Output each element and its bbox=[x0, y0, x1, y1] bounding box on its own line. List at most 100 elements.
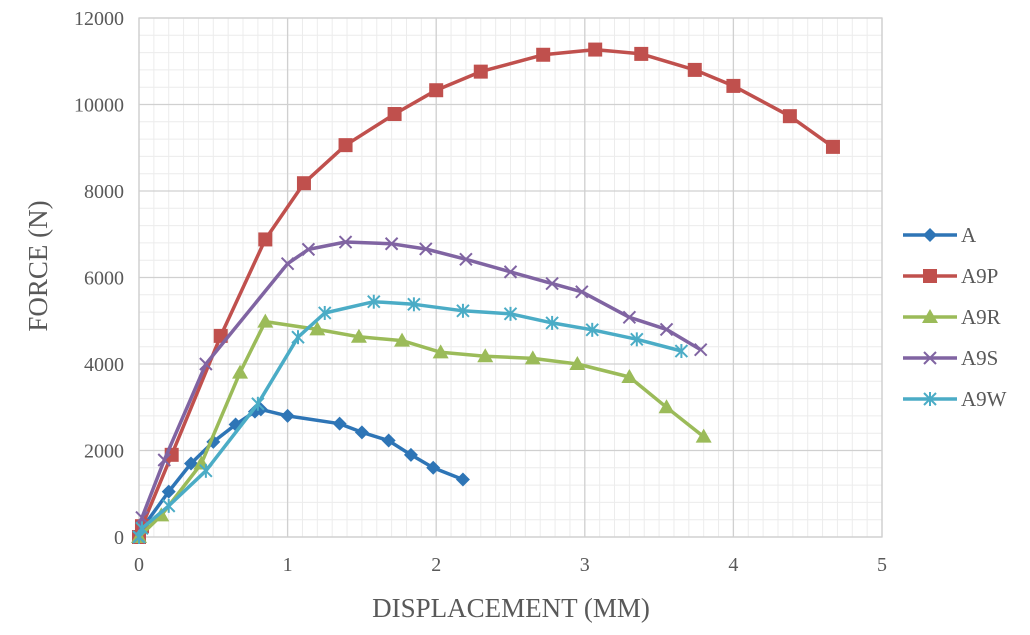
asterisk-marker bbox=[199, 463, 213, 478]
marker-stroke bbox=[280, 256, 295, 271]
marker-stroke bbox=[503, 265, 518, 279]
x-marker bbox=[280, 256, 295, 271]
asterisk-marker bbox=[162, 498, 176, 513]
marker-stroke bbox=[135, 510, 149, 525]
asterisk-marker bbox=[923, 392, 937, 406]
x-marker bbox=[338, 235, 353, 249]
x-marker bbox=[694, 343, 708, 357]
diamond-marker bbox=[253, 402, 268, 417]
diamond-marker bbox=[161, 484, 176, 499]
y-tick-label: 10000 bbox=[74, 95, 124, 117]
marker-stroke bbox=[419, 242, 433, 256]
marker-stroke bbox=[545, 276, 559, 291]
y-tick-label: 8000 bbox=[84, 181, 124, 203]
diamond-marker bbox=[280, 408, 295, 423]
x-axis-title: DISPLACEMENT (MM) bbox=[372, 593, 650, 623]
square-marker bbox=[726, 78, 741, 93]
series-line-a bbox=[137, 407, 464, 538]
diamond-marker bbox=[332, 416, 347, 431]
diamond-marker bbox=[455, 472, 470, 487]
y-tick-label: 4000 bbox=[84, 354, 124, 376]
legend-item-a: A bbox=[903, 223, 977, 247]
triangle-marker bbox=[477, 348, 494, 363]
triangle-marker bbox=[257, 313, 274, 328]
x-marker bbox=[199, 357, 213, 371]
x-marker bbox=[384, 237, 399, 251]
diamond-marker bbox=[354, 425, 369, 440]
square-marker bbox=[782, 109, 797, 124]
square-marker bbox=[536, 47, 551, 62]
x-axis-ticks: 0 1 2 3 4 5 bbox=[134, 554, 887, 576]
y-tick-label: 0 bbox=[114, 527, 124, 549]
plot-border bbox=[138, 17, 883, 538]
asterisk-marker bbox=[674, 344, 689, 359]
square-marker bbox=[825, 139, 840, 154]
asterisk-marker bbox=[407, 297, 421, 312]
x-tick-label: 2 bbox=[431, 554, 441, 576]
legend-item-a9s: A9S bbox=[903, 346, 998, 370]
asterisk-marker bbox=[456, 303, 470, 318]
triangle-marker bbox=[394, 332, 411, 347]
asterisk-marker bbox=[630, 332, 644, 347]
marker-stroke bbox=[301, 242, 316, 257]
square-marker bbox=[923, 269, 937, 283]
diamond-marker bbox=[381, 433, 396, 448]
marker-stroke bbox=[459, 252, 473, 267]
legend-label: A9P bbox=[961, 264, 998, 288]
x-tick-label: 3 bbox=[580, 554, 590, 576]
asterisk-marker bbox=[367, 294, 381, 309]
legend-label: A9S bbox=[961, 346, 998, 370]
asterisk-marker bbox=[291, 330, 305, 345]
triangle-marker bbox=[658, 399, 675, 414]
asterisk-marker bbox=[503, 306, 518, 321]
square-marker bbox=[634, 46, 649, 61]
y-tick-label: 2000 bbox=[84, 441, 124, 463]
x-marker bbox=[575, 285, 589, 299]
y-axis-title: FORCE (N) bbox=[23, 200, 53, 331]
asterisk-marker bbox=[135, 521, 149, 536]
square-marker bbox=[588, 42, 603, 57]
diamond-marker bbox=[403, 447, 418, 462]
series-line-a9s bbox=[137, 240, 702, 538]
triangle-marker bbox=[432, 344, 449, 359]
legend-label: A9W bbox=[961, 387, 1007, 411]
series-a9s bbox=[132, 235, 708, 544]
legend-label: A9R bbox=[961, 305, 1001, 329]
asterisk-marker bbox=[585, 322, 599, 337]
x-marker bbox=[459, 252, 473, 267]
x-marker bbox=[301, 242, 316, 257]
x-tick-label: 0 bbox=[134, 554, 144, 576]
legend-item-a9p: A9P bbox=[903, 264, 998, 288]
asterisk-marker bbox=[545, 315, 559, 330]
triangle-marker bbox=[309, 321, 326, 336]
marker-stroke bbox=[384, 237, 399, 251]
y-tick-label: 12000 bbox=[74, 8, 124, 30]
series-a9w bbox=[132, 294, 689, 544]
square-marker bbox=[687, 62, 702, 77]
x-tick-label: 4 bbox=[728, 554, 738, 576]
marker-stroke bbox=[199, 357, 213, 371]
marker-stroke bbox=[622, 310, 637, 324]
triangle-marker bbox=[524, 350, 541, 365]
diamond-marker bbox=[923, 228, 937, 242]
square-marker bbox=[429, 83, 444, 98]
marker-stroke bbox=[659, 322, 674, 337]
x-tick-label: 5 bbox=[877, 554, 887, 576]
triangle-marker bbox=[569, 356, 586, 370]
marker-stroke bbox=[923, 351, 937, 365]
x-marker bbox=[135, 510, 149, 525]
asterisk-marker bbox=[251, 396, 265, 411]
square-marker bbox=[473, 64, 488, 79]
triangle-marker bbox=[922, 309, 938, 323]
triangle-marker bbox=[232, 364, 249, 379]
asterisk-marker bbox=[318, 305, 332, 320]
triangle-marker bbox=[621, 368, 638, 383]
triangle-marker bbox=[350, 328, 367, 343]
legend-item-a9w: A9W bbox=[903, 387, 1007, 411]
square-marker bbox=[296, 176, 311, 191]
x-marker bbox=[545, 276, 559, 291]
series-layer bbox=[131, 42, 840, 544]
x-marker bbox=[157, 453, 171, 467]
legend-label: A bbox=[961, 223, 977, 247]
